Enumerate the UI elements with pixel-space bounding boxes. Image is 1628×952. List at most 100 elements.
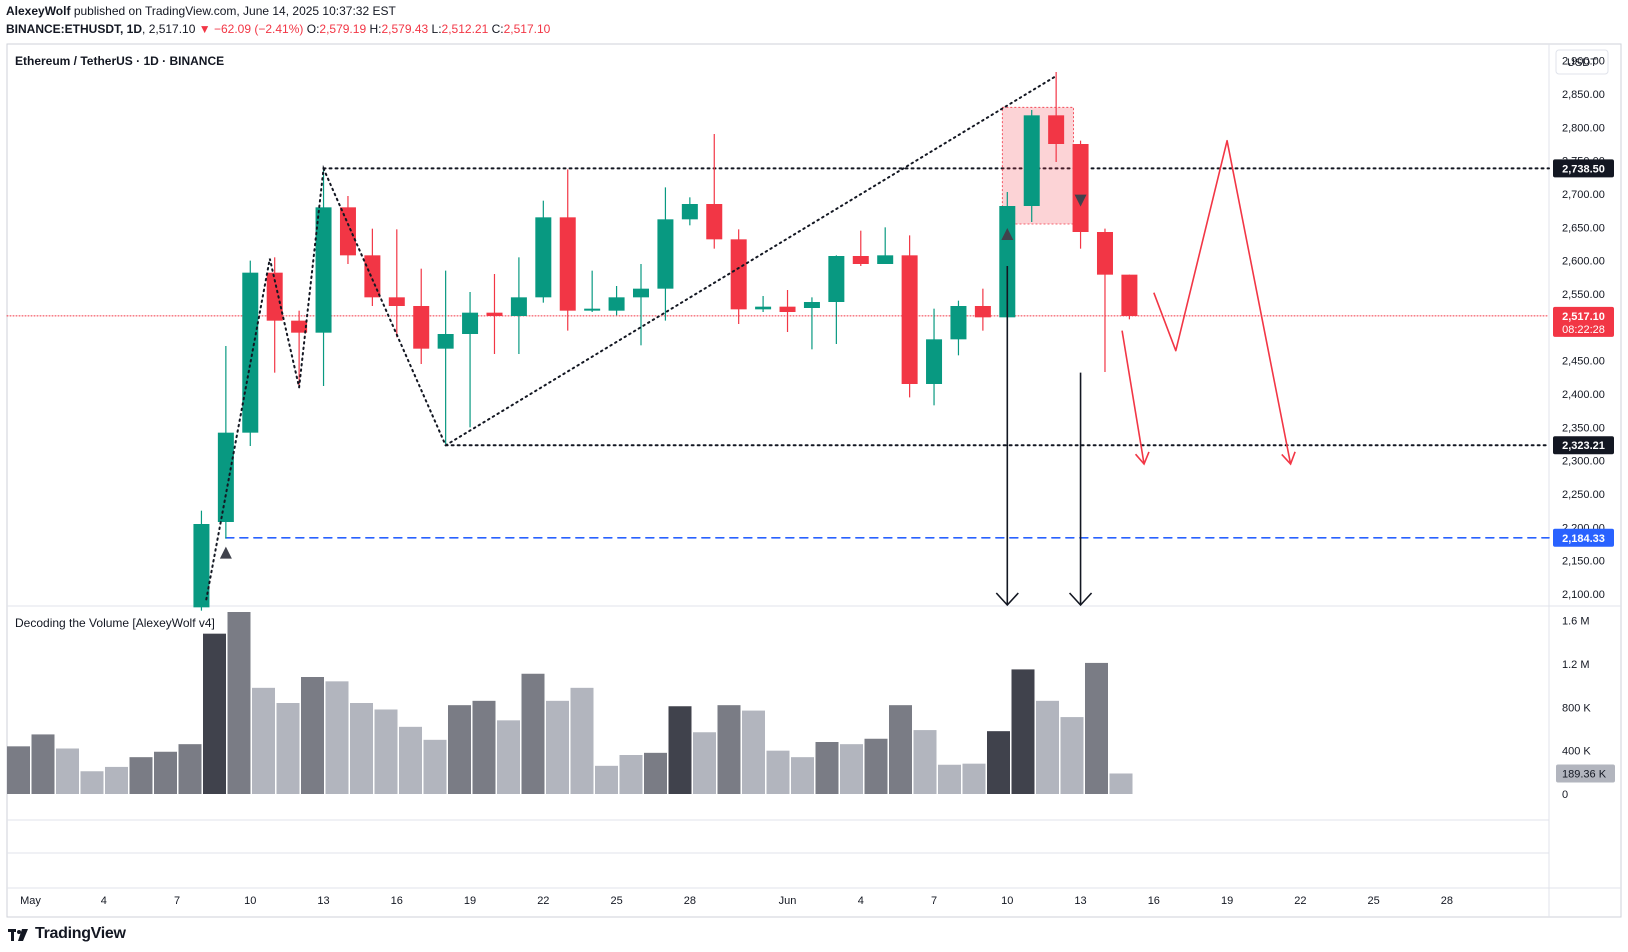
price-badge — [1553, 436, 1614, 455]
time-tick-label: 13 — [1074, 895, 1086, 907]
price-tick-label: 2,300.00 — [1562, 456, 1605, 468]
open-value: 2,579.19 — [319, 22, 367, 36]
price-tick-label: 2,600.00 — [1562, 256, 1605, 268]
chart-canvas[interactable]: Ethereum / TetherUS · 1D · BINANCE Decod… — [0, 0, 1628, 920]
time-tick-label: 22 — [1294, 895, 1306, 907]
time-tick-label: 16 — [1148, 895, 1160, 907]
published-text: published on TradingView.com, June 14, 2… — [73, 4, 396, 18]
candle-body — [266, 272, 283, 321]
volume-bar — [962, 763, 986, 794]
candle-body — [608, 297, 625, 311]
volume-bar — [570, 687, 594, 794]
price-tick-label: 2,650.00 — [1562, 222, 1605, 234]
price-tick-label: 2,850.00 — [1562, 89, 1605, 101]
triangle-up-icon — [1001, 228, 1014, 240]
candle-body — [388, 297, 405, 306]
volume-bar — [325, 681, 349, 794]
volume-bar — [129, 757, 153, 794]
currency-label: USDT — [1567, 57, 1597, 69]
publish-line: AlexeyWolf published on TradingView.com,… — [6, 4, 396, 18]
price-badge-label: 2,184.33 — [1562, 533, 1605, 545]
volume-bar — [913, 730, 937, 794]
time-tick-label: Jun — [779, 895, 797, 907]
triangle-up-icon — [219, 546, 232, 559]
price-tick-label: 2,900.00 — [1562, 56, 1605, 68]
volume-last-label: 189.36 K — [1562, 768, 1607, 780]
forecast-path — [1153, 139, 1292, 465]
volume-bar — [227, 612, 251, 794]
down-triangle-icon: ▼ — [198, 22, 211, 36]
volume-bar — [815, 742, 839, 794]
forecast-layer — [1121, 139, 1296, 466]
time-tick-label: 22 — [537, 895, 549, 907]
volume-bar — [644, 752, 667, 794]
volume-bar — [619, 755, 643, 794]
time-tick-label: 19 — [1221, 895, 1233, 907]
pane-title: Ethereum / TetherUS · 1D · BINANCE — [15, 54, 224, 68]
volume-bar — [203, 633, 226, 794]
low-value: 2,512.21 — [441, 22, 489, 36]
horizontal-levels — [6, 167, 1550, 539]
volume-axis[interactable]: 0 400 K 800 K 1.2 M 1.6 M 189.36 K — [1556, 616, 1615, 801]
price-badge — [1553, 306, 1614, 337]
brand[interactable]: TradingView — [8, 925, 126, 943]
price-tick-label: 2,450.00 — [1562, 356, 1605, 368]
time-tick-label: 7 — [174, 895, 180, 907]
time-tick-label: 4 — [101, 895, 107, 907]
close-label: C: — [491, 22, 504, 36]
price-badge-label: 2,517.10 — [1562, 311, 1605, 323]
candle-body — [193, 524, 210, 608]
high-value: 2,579.43 — [381, 22, 429, 36]
volume-bar — [1109, 773, 1133, 794]
candle-body — [217, 432, 234, 522]
candle-body — [730, 239, 747, 310]
candle-body — [1121, 274, 1138, 316]
volume-bar — [595, 765, 618, 794]
close-value: 2,517.10 — [503, 22, 551, 36]
time-tick-label: 4 — [858, 895, 864, 907]
time-tick-label: 10 — [1001, 895, 1013, 907]
forecast-arrow-head-icon — [1281, 451, 1296, 466]
candle-body — [510, 297, 527, 316]
candle-body — [803, 302, 820, 308]
candle-body — [681, 204, 698, 220]
time-tick-label: 28 — [1441, 895, 1453, 907]
volume-bar — [546, 700, 569, 794]
candle-body — [950, 306, 967, 340]
candle-body — [1023, 115, 1040, 206]
volume-bars-layer — [7, 612, 1133, 794]
author-name[interactable]: AlexeyWolf — [6, 4, 71, 18]
price-tick-label: 2,100.00 — [1562, 589, 1605, 601]
volume-bar — [178, 744, 202, 794]
zigzag-line — [205, 75, 1058, 601]
price-tick-label: 2,550.00 — [1562, 289, 1605, 301]
volume-tick-label: 1.2 M — [1562, 659, 1590, 671]
volume-bar — [301, 677, 324, 794]
volume-bar — [1085, 662, 1108, 794]
price-badge — [1553, 159, 1614, 178]
volume-bar — [938, 764, 961, 794]
candle-body — [828, 256, 845, 302]
volume-bar — [80, 771, 104, 794]
candle-body — [339, 207, 356, 256]
volume-title: Decoding the Volume [AlexeyWolf v4] — [15, 616, 215, 630]
price-badge — [1553, 528, 1614, 547]
candle-body — [315, 207, 332, 333]
volume-bar — [1011, 669, 1035, 794]
price-tick-label: 2,350.00 — [1562, 422, 1605, 434]
volume-bar — [252, 687, 275, 794]
candle-body — [242, 272, 259, 433]
time-tick-label: 28 — [684, 895, 696, 907]
candle-body — [462, 312, 479, 334]
candle-body — [291, 320, 308, 333]
time-axis[interactable]: May 4 7 10 13 16 19 22 25 28 Jun 4 7 10 13 16 19 22 25 28 — [20, 895, 1453, 907]
volume-bar — [472, 700, 496, 794]
forecast-path — [1121, 330, 1145, 465]
time-tick-label: 10 — [244, 895, 256, 907]
price-tick-label: 2,250.00 — [1562, 489, 1605, 501]
currency-box[interactable] — [1555, 49, 1609, 75]
candle-body — [364, 255, 381, 298]
volume-last-badge — [1556, 764, 1615, 783]
candle-body — [706, 204, 723, 240]
